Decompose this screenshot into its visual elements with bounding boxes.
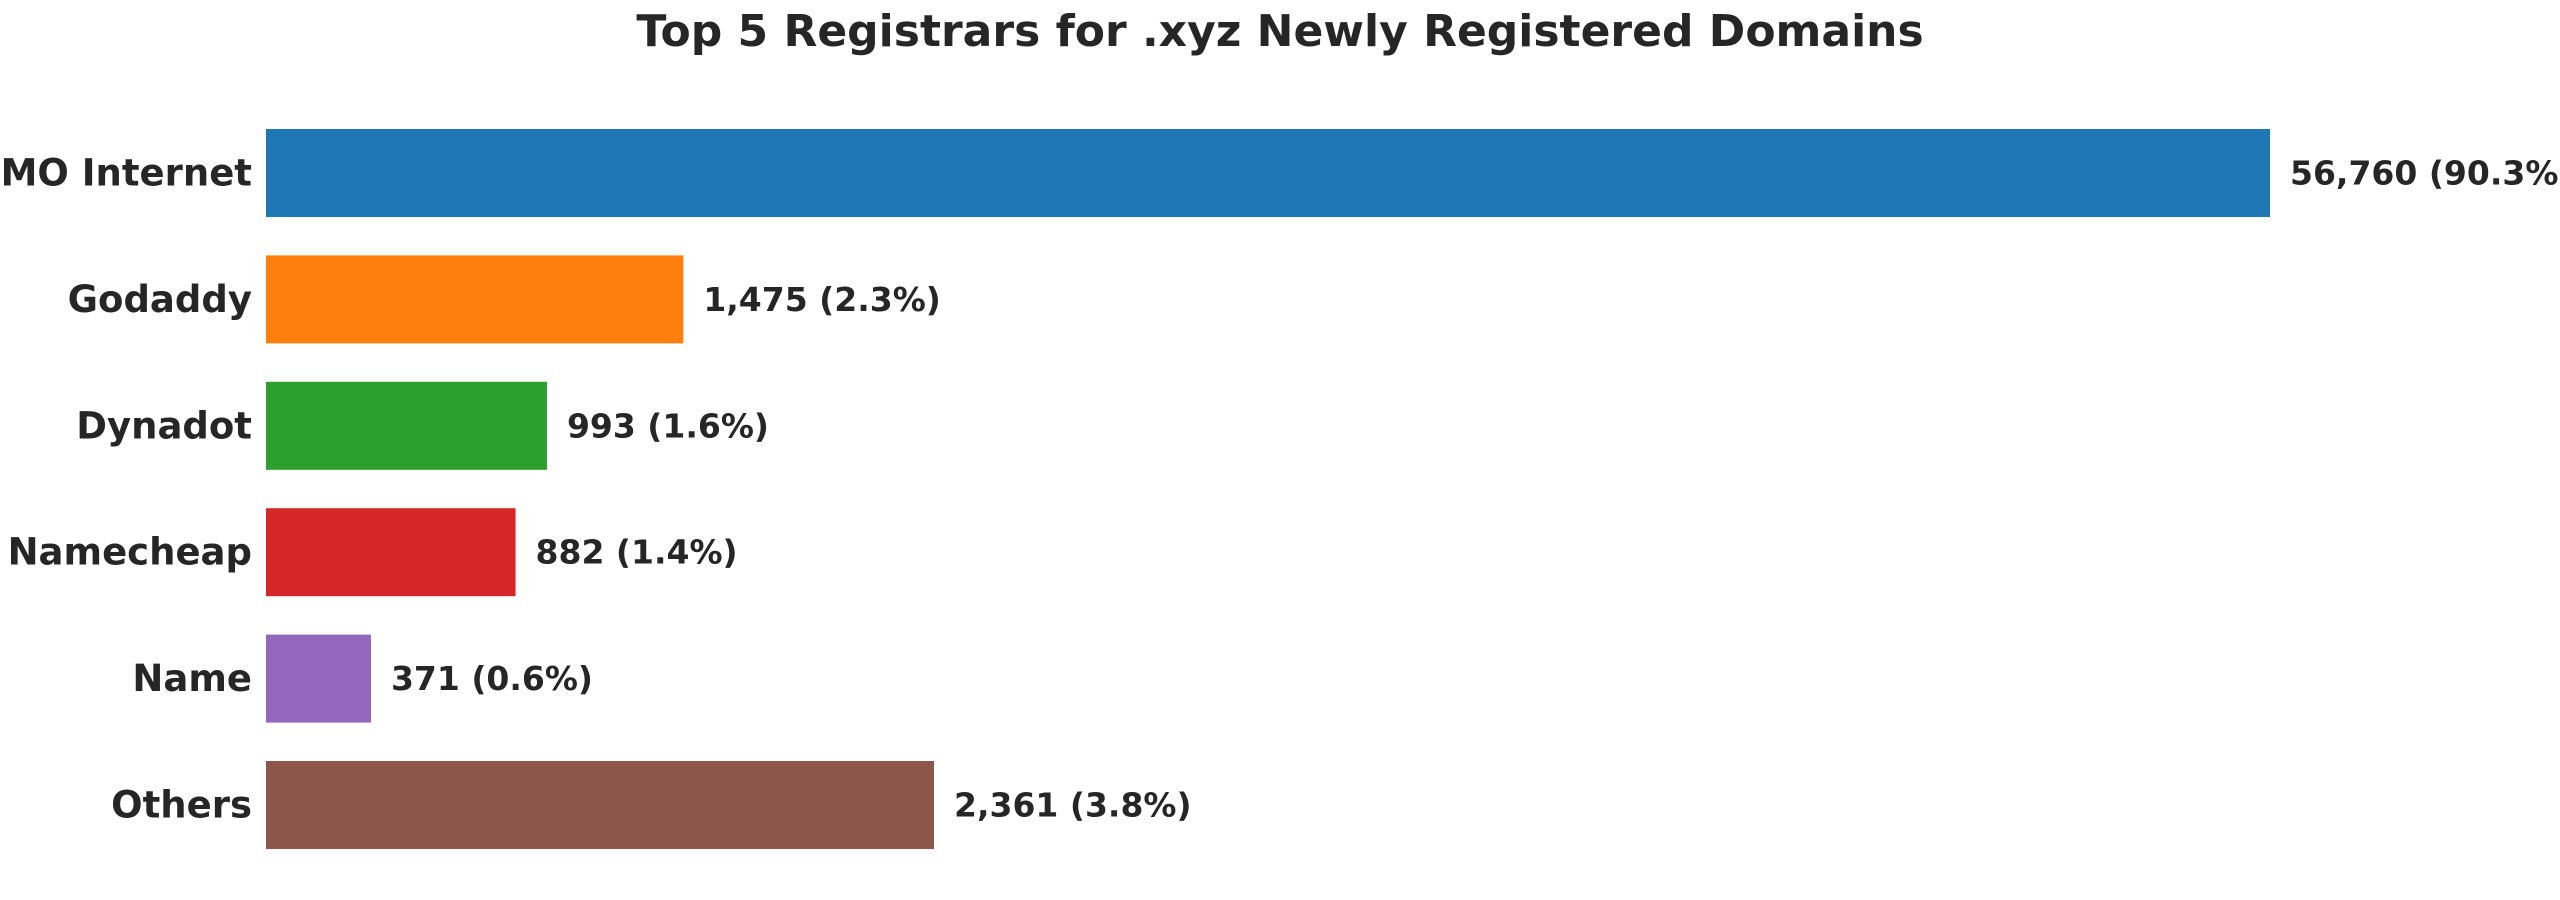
category-label-godaddy: Godaddy <box>68 278 252 321</box>
category-label-namecheap: Namecheap <box>8 531 252 574</box>
bar-gmo-internet <box>266 129 2270 217</box>
bar-dynadot <box>266 381 547 470</box>
bar-godaddy <box>266 255 684 344</box>
value-label-others: 2,361 (3.8%) <box>954 786 1192 825</box>
value-label-dynadot: 993 (1.6%) <box>567 406 769 445</box>
bar-others <box>266 761 934 849</box>
chart-title: Top 5 Registrars for .xyz Newly Register… <box>636 6 1924 57</box>
category-label-gmo-internet: GMO Internet <box>0 152 252 195</box>
category-label-others: Others <box>111 784 252 827</box>
value-label-godaddy: 1,475 (2.3%) <box>703 280 941 319</box>
category-label-name: Name <box>132 657 252 700</box>
bar-namecheap <box>266 508 516 597</box>
bar-name <box>266 634 371 723</box>
value-label-gmo-internet: 56,760 (90.3%) * <box>2290 154 2560 193</box>
value-label-name: 371 (0.6%) <box>391 659 593 698</box>
category-label-dynadot: Dynadot <box>76 404 252 447</box>
value-label-namecheap: 882 (1.4%) <box>536 533 738 572</box>
